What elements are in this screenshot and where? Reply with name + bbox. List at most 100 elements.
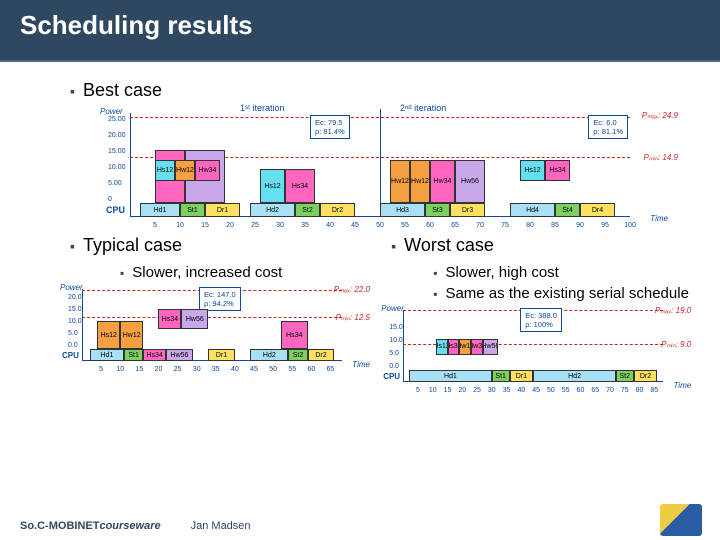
tick-x: 75 <box>621 387 629 394</box>
tick-x: 85 <box>650 387 658 394</box>
tick-x: 15 <box>444 387 452 394</box>
tick-x: 65 <box>327 366 335 373</box>
axis-y <box>130 113 131 217</box>
pmin-line <box>82 317 342 318</box>
slide-footer: So.C-MOBINET courseware Jan Madsen <box>20 520 700 532</box>
slide-title: Scheduling results <box>20 10 700 41</box>
asic-block: Hw12 <box>459 339 471 354</box>
tick-x: 40 <box>326 222 334 229</box>
axis-y <box>403 310 404 382</box>
tick-y: 0.0 <box>389 363 399 370</box>
tick-x: 30 <box>193 366 201 373</box>
chart-best-case: Power Time CPU Pₘₐₓ: 24.9 Pₘᵢₙ: 14.9 510… <box>100 109 660 229</box>
cpu-block: Dr2 <box>634 370 658 382</box>
tick-y: 10.0 <box>389 337 403 344</box>
slide-header: Scheduling results <box>0 0 720 60</box>
cpu-block: St1 <box>180 203 205 217</box>
tick-x: 90 <box>576 222 584 229</box>
asic-block: Hw34 <box>430 160 455 203</box>
tick-y: 0.0 <box>68 342 78 349</box>
cpu-block: St2 <box>616 370 634 382</box>
tick-x: 35 <box>212 366 220 373</box>
tick-y: 15.00 <box>108 148 126 155</box>
footer-courseware-a: So.C-MOBINET <box>20 520 99 532</box>
asic-block: Hw12 <box>120 321 143 349</box>
tick-x: 45 <box>532 387 540 394</box>
tick-x: 35 <box>301 222 309 229</box>
tick-x: 5 <box>99 366 103 373</box>
cpu-block: Hs34 <box>143 349 166 361</box>
tick-y: 20.0 <box>68 294 82 301</box>
cpu-block: Dr1 <box>510 370 534 382</box>
tick-x: 85 <box>551 222 559 229</box>
tick-x: 65 <box>591 387 599 394</box>
cpu-block: Hw56 <box>166 349 193 361</box>
tick-y: 10.0 <box>68 318 82 325</box>
axis-x-label: Time <box>650 214 668 223</box>
tick-x: 75 <box>501 222 509 229</box>
tick-x: 50 <box>376 222 384 229</box>
tick-x: 30 <box>488 387 496 394</box>
tick-x: 60 <box>426 222 434 229</box>
bullet-worst-sub2: Same as the existing serial schedule <box>433 285 690 302</box>
tick-y: 15.0 <box>389 324 403 331</box>
tick-x: 50 <box>269 366 277 373</box>
bullet-typical-case: Typical case <box>70 235 373 256</box>
tick-y: 15.0 <box>68 306 82 313</box>
asic-block: Hw12 <box>175 160 195 182</box>
cpu-block: Hd3 <box>380 203 425 217</box>
cpu-block: St1 <box>124 349 143 361</box>
axis-x-label: Time <box>352 360 370 369</box>
tick-y: 0 <box>108 196 112 203</box>
chart-worst-case: Power Time CPU Pₘₐₓ: 19.0 Pₘᵢₙ: 9.0 5101… <box>381 306 681 394</box>
cpu-block: Dr1 <box>205 203 240 217</box>
tick-x: 25 <box>473 387 481 394</box>
slide-content: Best case Power Time CPU Pₘₐₓ: 24.9 Pₘᵢₙ… <box>0 62 720 502</box>
tick-x: 45 <box>250 366 258 373</box>
asic-block: Hs12 <box>155 160 175 182</box>
asic-block: Hw12 <box>410 160 430 203</box>
cpu-block: Hd4 <box>510 203 555 217</box>
tick-x: 100 <box>624 222 636 229</box>
info-box-1: Ec: 79.5ρ: 81.4% <box>310 115 350 139</box>
asic-block: Hs34 <box>158 309 181 329</box>
tick-x: 25 <box>174 366 182 373</box>
tick-x: 55 <box>401 222 409 229</box>
cpu-block: Hd1 <box>140 203 180 217</box>
pmin-label: Pₘᵢₙ: 9.0 <box>661 340 691 349</box>
cpu-block: Dr1 <box>208 349 235 361</box>
tick-x: 30 <box>276 222 284 229</box>
bullet-worst-case: Worst case <box>391 235 690 256</box>
axis-y <box>82 289 83 361</box>
asic-block: Hs34 <box>448 339 460 354</box>
tick-x: 20 <box>155 366 163 373</box>
pmin-label: Pₘᵢₙ: 14.9 <box>643 153 678 162</box>
cpu-row-label: CPU <box>383 372 400 381</box>
asic-block: Hw12 <box>390 160 410 203</box>
tick-x: 15 <box>201 222 209 229</box>
bullet-typical-sub: Slower, increased cost <box>120 264 373 281</box>
cpu-block: Hd2 <box>533 370 616 382</box>
chart-typical-case: Power Time CPU Pₘₐₓ: 22.0 Pₘᵢₙ: 12.5 510… <box>60 285 360 373</box>
tick-x: 80 <box>636 387 644 394</box>
tick-y: 20.00 <box>108 132 126 139</box>
tick-y: 25.00 <box>108 116 126 123</box>
cpu-row-label: CPU <box>62 351 79 360</box>
tick-x: 45 <box>351 222 359 229</box>
asic-block: Hs12 <box>520 160 545 182</box>
tick-x: 40 <box>231 366 239 373</box>
asic-block: Hs12 <box>260 169 285 203</box>
tick-x: 5 <box>153 222 157 229</box>
tick-x: 70 <box>606 387 614 394</box>
tick-x: 20 <box>458 387 466 394</box>
asic-block: Hw34 <box>471 339 483 354</box>
cpu-block: St4 <box>555 203 580 217</box>
tick-x: 10 <box>176 222 184 229</box>
asic-block: Hs34 <box>285 169 315 203</box>
footer-author: Jan Madsen <box>191 520 251 532</box>
asic-block: Hs34 <box>545 160 570 182</box>
info-box-2: Ec: 6.0ρ: 81.1% <box>588 115 628 139</box>
bullet-worst-sub1: Slower, high cost <box>433 264 690 281</box>
cpu-block: Dr2 <box>320 203 355 217</box>
tick-y: 10.00 <box>108 164 126 171</box>
